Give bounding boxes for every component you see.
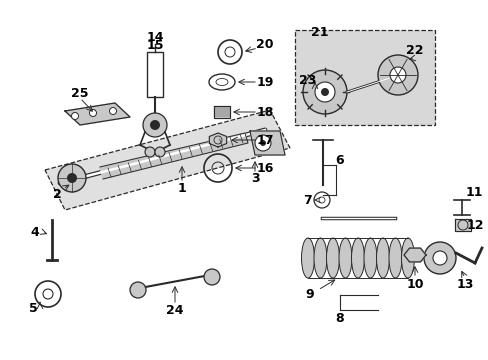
Polygon shape: [249, 131, 285, 155]
Circle shape: [423, 242, 455, 274]
Circle shape: [58, 164, 86, 192]
Circle shape: [130, 282, 146, 298]
Circle shape: [320, 88, 328, 96]
Polygon shape: [45, 110, 289, 210]
Text: 18: 18: [256, 105, 273, 118]
Text: 7: 7: [303, 194, 312, 207]
Text: 2: 2: [53, 188, 61, 201]
Polygon shape: [100, 133, 247, 179]
Polygon shape: [294, 30, 434, 125]
Ellipse shape: [351, 238, 364, 278]
Text: 4: 4: [31, 225, 40, 239]
Ellipse shape: [326, 238, 339, 278]
Ellipse shape: [376, 238, 389, 278]
Circle shape: [377, 55, 417, 95]
Text: 11: 11: [464, 185, 482, 198]
Text: 6: 6: [335, 153, 344, 166]
Text: 9: 9: [305, 288, 314, 302]
Ellipse shape: [401, 238, 414, 278]
Circle shape: [89, 109, 96, 117]
Text: 3: 3: [250, 171, 259, 185]
Circle shape: [142, 113, 167, 137]
Circle shape: [145, 147, 155, 157]
Text: 17: 17: [256, 134, 273, 147]
Text: 8: 8: [335, 311, 344, 324]
Circle shape: [432, 251, 446, 265]
Circle shape: [303, 70, 346, 114]
Polygon shape: [65, 103, 130, 125]
Text: 14: 14: [146, 31, 163, 44]
Circle shape: [203, 269, 220, 285]
Text: 23: 23: [299, 73, 316, 86]
Polygon shape: [403, 248, 425, 262]
Circle shape: [155, 147, 164, 157]
Circle shape: [389, 67, 405, 83]
Circle shape: [260, 140, 265, 146]
Circle shape: [314, 82, 334, 102]
Text: 12: 12: [465, 219, 483, 231]
Polygon shape: [214, 106, 229, 118]
Text: 16: 16: [256, 162, 273, 175]
Ellipse shape: [363, 238, 376, 278]
Polygon shape: [209, 133, 226, 147]
Ellipse shape: [388, 238, 401, 278]
Circle shape: [67, 173, 77, 183]
Text: 25: 25: [71, 86, 88, 99]
Text: 15: 15: [146, 39, 163, 51]
Text: 1: 1: [177, 181, 186, 194]
Text: 19: 19: [256, 76, 273, 89]
Text: 22: 22: [406, 44, 423, 57]
Ellipse shape: [338, 238, 351, 278]
Ellipse shape: [313, 238, 326, 278]
Circle shape: [150, 120, 160, 130]
Bar: [147, 52, 163, 97]
Polygon shape: [454, 219, 470, 231]
Text: 10: 10: [406, 279, 423, 292]
Text: 20: 20: [256, 37, 273, 50]
Text: 5: 5: [29, 302, 37, 315]
Circle shape: [254, 135, 270, 151]
Text: 24: 24: [166, 303, 183, 316]
Text: 21: 21: [311, 26, 328, 39]
Ellipse shape: [301, 238, 314, 278]
Circle shape: [71, 112, 79, 120]
Text: 13: 13: [455, 279, 473, 292]
Circle shape: [109, 108, 116, 114]
